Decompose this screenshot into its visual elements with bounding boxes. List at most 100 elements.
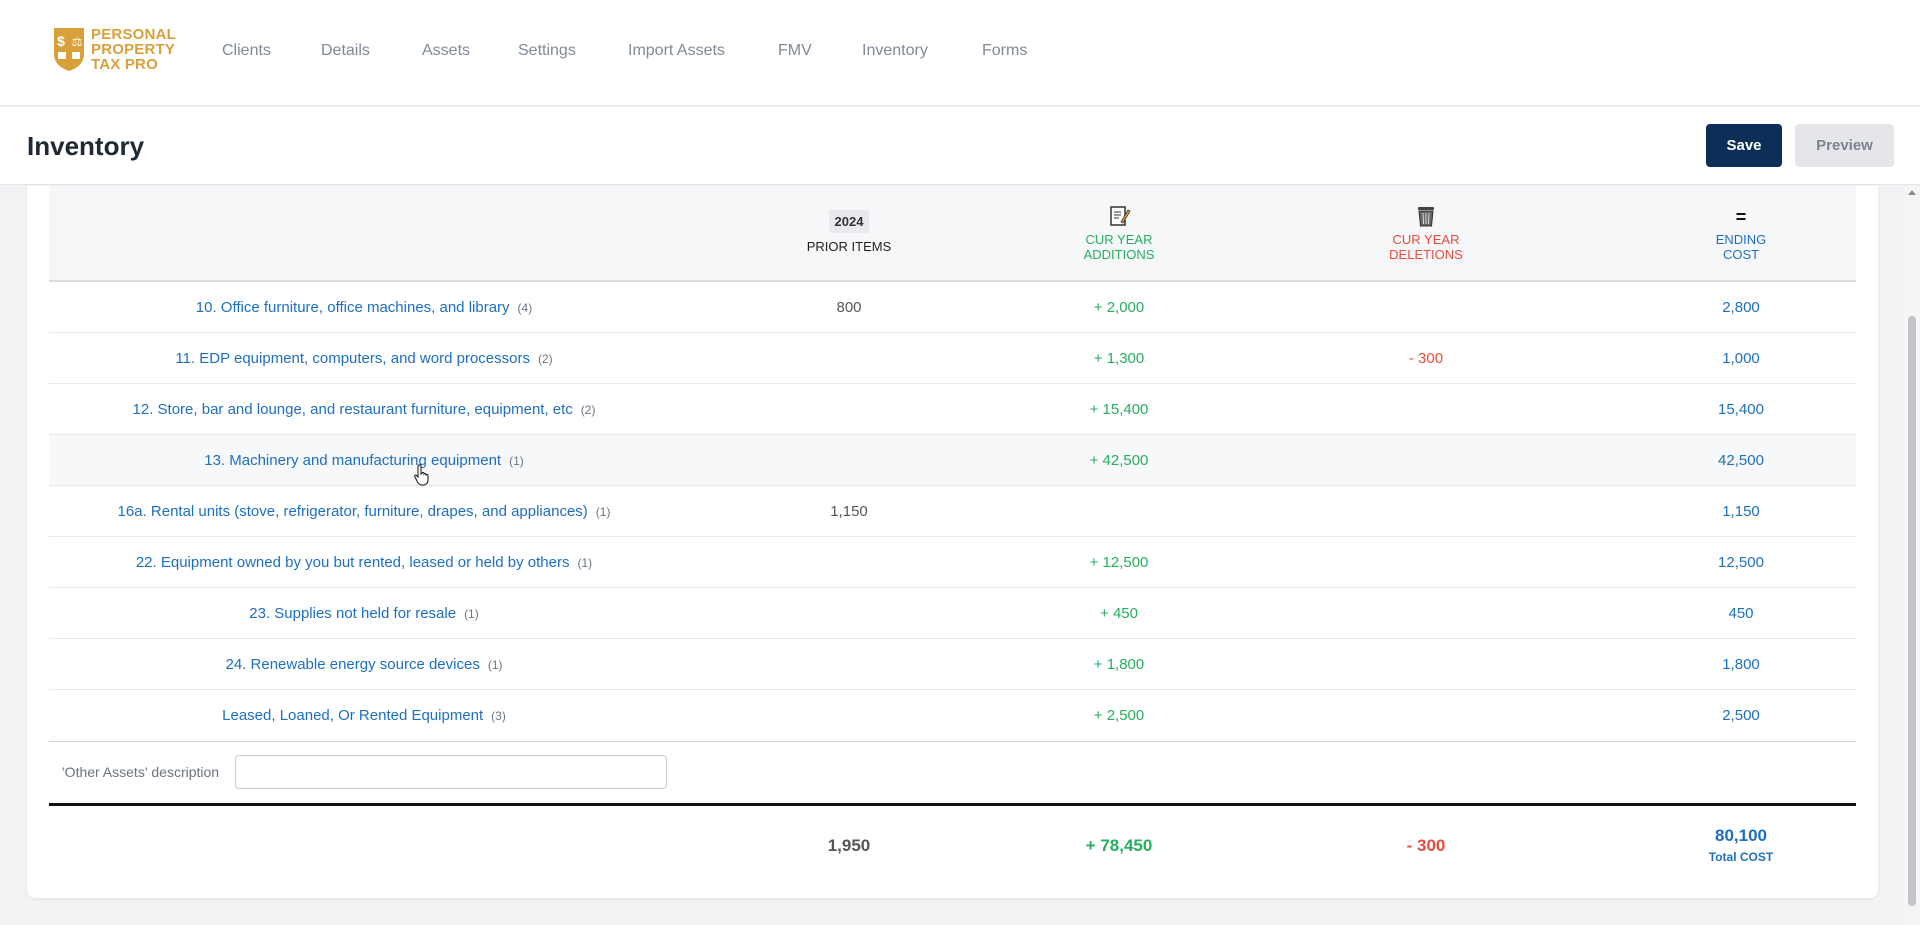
vertical-scrollbar[interactable]: [1904, 186, 1920, 925]
page-header: Inventory Save Preview: [0, 107, 1920, 185]
ending-value: 1,150: [1722, 503, 1760, 520]
page-title: Inventory: [27, 131, 145, 161]
equals-icon: =: [1735, 207, 1747, 227]
deletions-label-2: DELETIONS: [1389, 247, 1463, 262]
table-row[interactable]: 12. Store, bar and lounge, and restauran…: [49, 384, 1856, 435]
nav-clients[interactable]: Clients: [222, 42, 271, 59]
item-count: (2): [537, 352, 553, 366]
nav-import-assets[interactable]: Import Assets: [628, 42, 725, 59]
additions-value: + 2,500: [1093, 707, 1145, 724]
additions-label-2: ADDITIONS: [1083, 247, 1155, 262]
deletions-header: CUR YEAR DELETIONS: [1306, 204, 1546, 262]
prior-value: [729, 384, 969, 435]
preview-button[interactable]: Preview: [1795, 124, 1894, 167]
total-cost-value: 80,100: [1715, 826, 1767, 845]
hand-pointer-icon: [414, 464, 429, 486]
additions-value: + 42,500: [1089, 452, 1149, 469]
edit-note-icon: [1110, 206, 1131, 226]
other-assets-label: 'Other Assets' description: [62, 764, 220, 780]
prior-value: 1,150: [830, 503, 868, 520]
table-row[interactable]: 10. Office furniture, office machines, a…: [49, 282, 1856, 333]
prior-value: [729, 333, 969, 384]
ending-value: 1,800: [1722, 656, 1760, 673]
ending-value: 42,500: [1718, 452, 1764, 469]
year-badge[interactable]: 2024: [828, 210, 870, 233]
category-link[interactable]: 22. Equipment owned by you but rented, l…: [135, 554, 570, 571]
ending-label-1: ENDING: [1715, 232, 1767, 247]
table-header: 2024 PRIOR ITEMS CUR YEAR ADDITIONS: [49, 186, 1856, 282]
ending-cost-header: = ENDING COST: [1621, 208, 1861, 262]
table-row[interactable]: 22. Equipment owned by you but rented, l…: [49, 537, 1856, 588]
item-count: (4): [517, 301, 533, 315]
ending-value: 15,400: [1718, 401, 1764, 418]
nav-forms[interactable]: Forms: [982, 42, 1028, 59]
other-assets-row: 'Other Assets' description: [49, 741, 1856, 803]
prior-items-label: PRIOR ITEMS: [806, 239, 892, 254]
deletions-value: [1306, 384, 1546, 435]
nav-details[interactable]: Details: [321, 42, 370, 59]
nav-assets[interactable]: Assets: [422, 42, 471, 59]
category-link[interactable]: 11. EDP equipment, computers, and word p…: [175, 350, 530, 367]
total-prior: 1,950: [827, 836, 871, 855]
save-button[interactable]: Save: [1706, 124, 1782, 167]
category-link[interactable]: 10. Office furniture, office machines, a…: [195, 299, 510, 316]
table-row[interactable]: 24. Renewable energy source devices (1) +…: [49, 639, 1856, 690]
shield-logo-icon: $ ⚖: [54, 28, 84, 71]
table-row[interactable]: 11. EDP equipment, computers, and word p…: [49, 333, 1856, 384]
item-count: (3): [491, 709, 506, 723]
logo-dollar-glyph: $: [57, 33, 65, 49]
additions-label-1: CUR YEAR: [1085, 232, 1153, 247]
deletions-value: - 300: [1408, 350, 1444, 367]
ending-value: 12,500: [1718, 554, 1764, 571]
prior-items-header: 2024 PRIOR ITEMS: [729, 210, 969, 254]
total-ending-cost: 80,100 Total COST: [1621, 826, 1861, 864]
category-link[interactable]: 13. Machinery and manufacturing equipmen…: [204, 452, 502, 469]
item-count: (2): [580, 403, 596, 417]
table-row[interactable]: 16a. Rental units (stove, refrigerator, …: [49, 486, 1856, 537]
additions-value: + 2,000: [1093, 299, 1145, 316]
trash-can-icon: [1418, 207, 1434, 227]
category-link[interactable]: 23. Supplies not held for resale: [249, 605, 457, 622]
category-link[interactable]: Leased, Loaned, Or Rented Equipment: [222, 707, 484, 724]
ending-value: 2,800: [1722, 299, 1760, 316]
deletions-value: [1306, 282, 1546, 333]
table-row[interactable]: 13. Machinery and manufacturing equipmen…: [49, 435, 1856, 486]
logo-scale-glyph: ⚖: [72, 35, 83, 49]
item-count: (1): [464, 607, 479, 621]
logo-line-3: TAX PRO: [91, 55, 158, 73]
ending-label-2: COST: [1722, 247, 1760, 262]
other-assets-description-input[interactable]: [235, 755, 667, 789]
table-row[interactable]: 23. Supplies not held for resale (1) + 45…: [49, 588, 1856, 639]
additions-value: [999, 486, 1239, 537]
logo-line-2: PROPERTY: [91, 40, 176, 58]
category-link[interactable]: 16a. Rental units (stove, refrigerator, …: [117, 503, 588, 520]
top-navbar: $ ⚖ PERSONAL PROPERTY TAX PRO Clients De…: [0, 0, 1920, 106]
logo[interactable]: $ ⚖ PERSONAL PROPERTY TAX PRO: [52, 26, 176, 72]
deletions-value: [1306, 435, 1546, 486]
prior-value: [729, 435, 969, 486]
ending-value: 450: [1728, 605, 1754, 622]
category-link[interactable]: 24. Renewable energy source devices: [225, 656, 480, 673]
ending-value: 1,000: [1722, 350, 1760, 367]
nav-fmv[interactable]: FMV: [778, 42, 812, 59]
item-count: (1): [577, 556, 593, 570]
totals-row: 1,950 + 78,450 - 300 80,100 Total COST: [49, 803, 1856, 893]
scroll-up-arrow-icon[interactable]: [1908, 190, 1916, 195]
deletions-value: [1306, 690, 1546, 741]
item-count: (1): [595, 505, 611, 519]
deletions-value: [1306, 537, 1546, 588]
scrollbar-thumb[interactable]: [1908, 316, 1916, 906]
ending-value: 2,500: [1722, 707, 1760, 724]
nav-settings[interactable]: Settings: [518, 42, 576, 59]
nav-inventory[interactable]: Inventory: [862, 42, 928, 59]
deletions-value: [1306, 639, 1546, 690]
additions-value: + 450: [1100, 605, 1138, 622]
category-link[interactable]: 12. Store, bar and lounge, and restauran…: [132, 401, 573, 418]
additions-value: + 12,500: [1089, 554, 1149, 571]
total-cost-label: Total COST: [1708, 850, 1774, 864]
total-additions: + 78,450: [1085, 836, 1153, 855]
table-row[interactable]: Leased, Loaned, Or Rented Equipment (3) +…: [49, 690, 1856, 741]
prior-value: 800: [836, 299, 862, 316]
total-deletions: - 300: [1406, 836, 1446, 855]
prior-value: [729, 639, 969, 690]
